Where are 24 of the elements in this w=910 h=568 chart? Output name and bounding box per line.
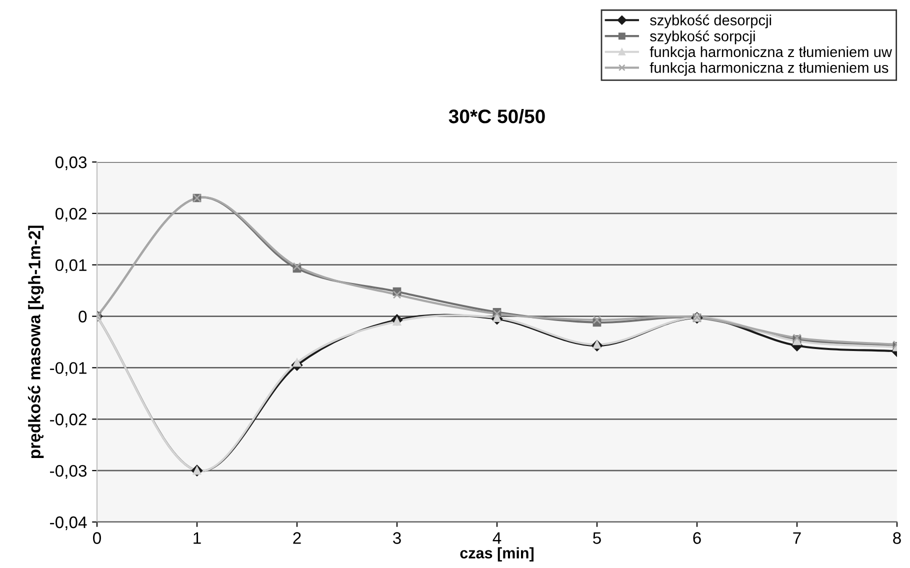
x-tick-label: 7 [793, 532, 801, 544]
x-tick-label: 1 [194, 532, 201, 544]
x-tick-label: 2 [293, 532, 301, 544]
x-tick-label: 4 [492, 532, 502, 544]
y-tick-label: 0,02 [55, 208, 86, 222]
y-tick-label: -0,01 [50, 362, 86, 376]
y-axis-title: prędkość masowa [kgh-1m-2] [28, 226, 44, 458]
y-tick-label: 0,01 [55, 259, 86, 274]
legend-label: funkcja harmoniczna z tłumieniem uw [650, 46, 892, 60]
x-tick-label: 8 [893, 532, 901, 544]
y-tick-label: -0,02 [50, 414, 86, 428]
x-tick-label: 3 [393, 532, 401, 544]
y-tick-label: -0,04 [50, 516, 87, 530]
y-tick-label: 0,03 [55, 156, 87, 170]
x-tick-label: 5 [593, 532, 601, 544]
legend-label: szybkość sorpcji [650, 30, 755, 44]
legend-label: funkcja harmoniczna z tłumieniem us [650, 62, 888, 76]
y-tick-label: 0 [78, 310, 87, 322]
x-tick-label: 6 [693, 532, 701, 544]
chart-title: 30*C 50/50 [448, 109, 545, 124]
x-tick-label: 0 [93, 532, 101, 544]
x-axis-title: czas [min] [460, 547, 534, 562]
legend-label: szybkość desorpcji [650, 14, 772, 28]
y-tick-label: -0,03 [50, 464, 87, 479]
